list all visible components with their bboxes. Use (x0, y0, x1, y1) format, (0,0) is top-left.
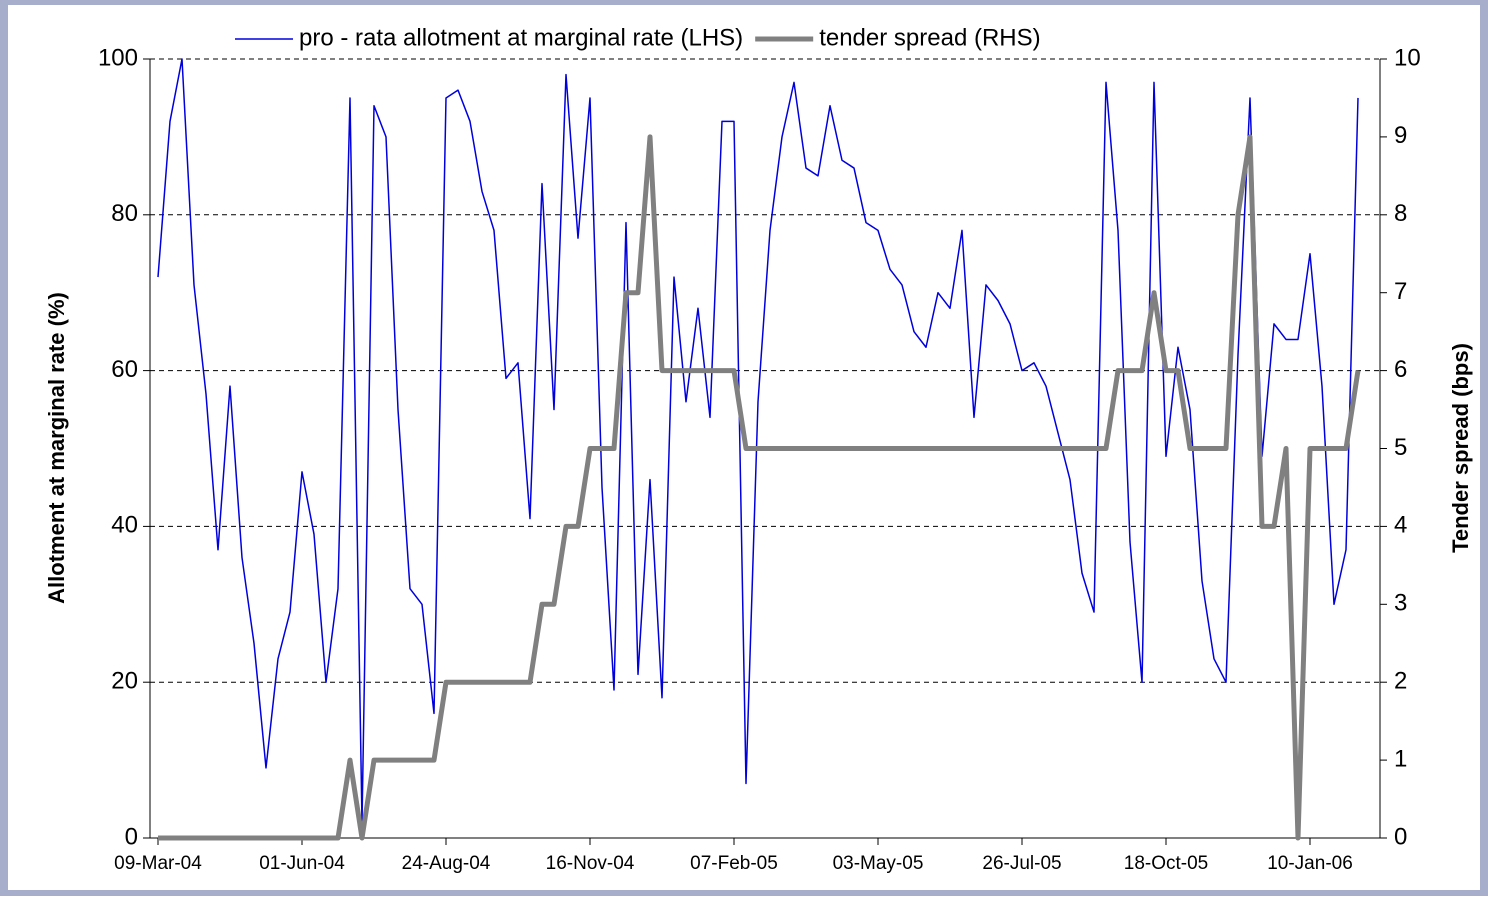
x-tick-label: 01-Jun-04 (259, 853, 345, 874)
y2-tick-label: 5 (1394, 434, 1407, 461)
x-tick-label: 03-May-05 (833, 853, 924, 874)
y2-tick-label: 1 (1394, 745, 1407, 772)
y2-tick-label: 10 (1394, 44, 1421, 71)
legend-label: pro - rata allotment at marginal rate (L… (299, 24, 743, 51)
y-tick-label: 40 (111, 512, 138, 539)
y2-tick-label: 3 (1394, 590, 1407, 617)
y-tick-label: 80 (111, 200, 138, 227)
y-axis-label: Allotment at marginal rate (%) (44, 292, 69, 604)
x-tick-label: 26-Jul-05 (982, 853, 1061, 874)
y2-tick-label: 6 (1394, 356, 1407, 383)
x-tick-label: 16-Nov-04 (546, 853, 635, 874)
y-tick-label: 0 (125, 823, 138, 850)
y-tick-label: 20 (111, 668, 138, 695)
y2-tick-label: 8 (1394, 200, 1407, 227)
y2-tick-label: 2 (1394, 668, 1407, 695)
y2-tick-label: 7 (1394, 278, 1407, 305)
x-tick-label: 10-Jan-06 (1267, 853, 1353, 874)
series-line (157, 58, 1359, 824)
y2-tick-label: 4 (1394, 512, 1407, 539)
x-tick-label: 09-Mar-04 (114, 853, 202, 874)
legend-box (225, 20, 1240, 58)
legend-label: tender spread (RHS) (819, 24, 1040, 51)
y2-tick-label: 9 (1394, 122, 1407, 149)
y2-tick-label: 0 (1394, 823, 1407, 850)
y-tick-label: 60 (111, 356, 138, 383)
y-tick-label: 100 (98, 44, 138, 71)
series-line (158, 134, 1361, 841)
x-tick-label: 18-Oct-05 (1124, 853, 1208, 874)
y2-axis-label: Tender spread (bps) (1448, 343, 1473, 553)
x-tick-label: 07-Feb-05 (690, 853, 778, 874)
x-tick-label: 24-Aug-04 (402, 853, 491, 874)
